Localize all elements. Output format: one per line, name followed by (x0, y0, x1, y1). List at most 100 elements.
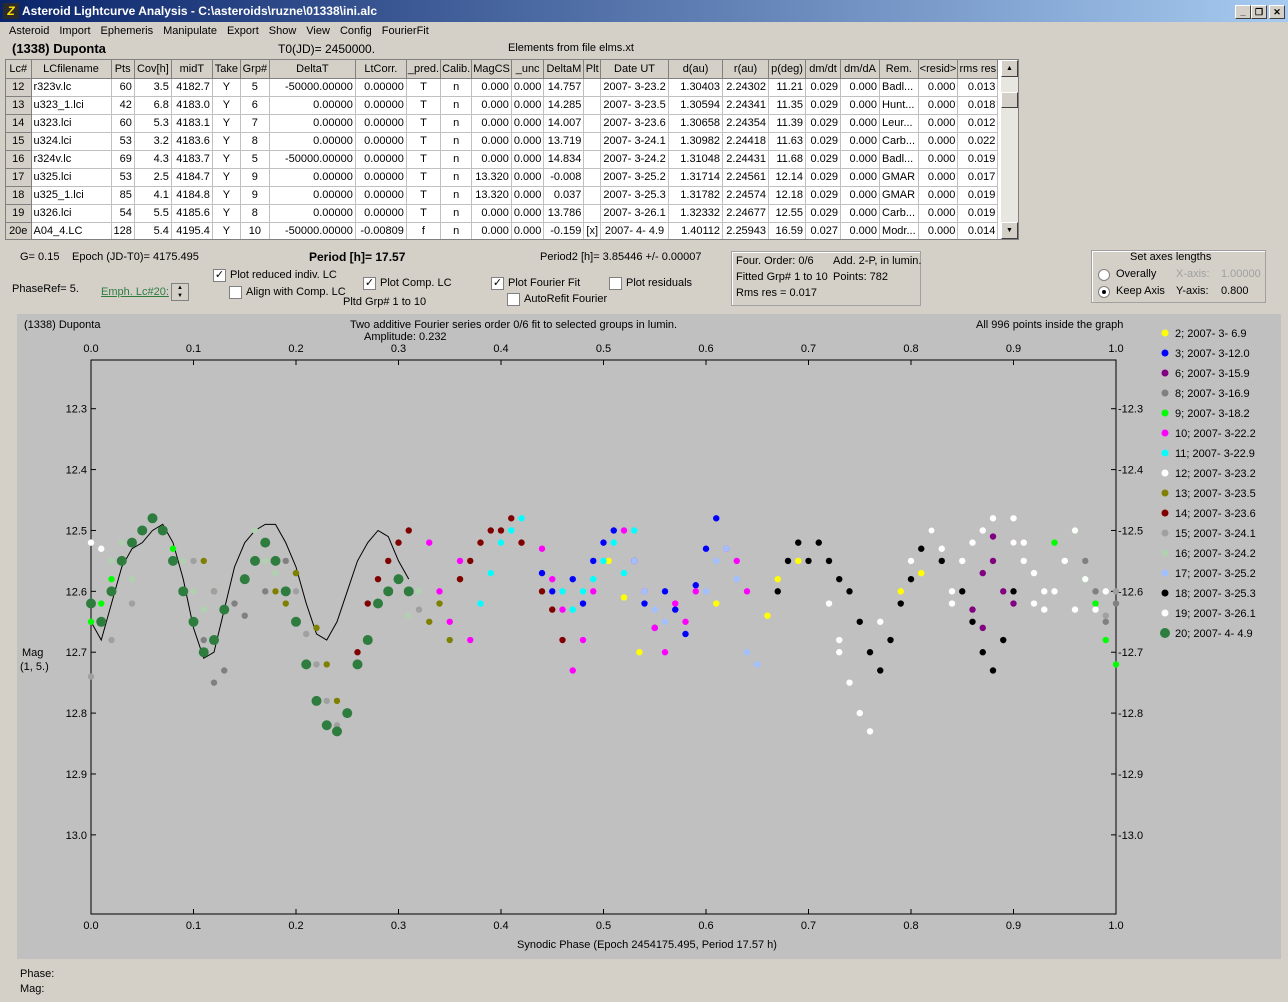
menu-ephemeris[interactable]: Ephemeris (100, 25, 154, 37)
table-cell[interactable]: 12 (6, 78, 32, 97)
table-cell[interactable]: 60 (111, 114, 135, 133)
table-cell[interactable]: 6 (240, 96, 270, 115)
table-cell[interactable]: T (406, 150, 442, 169)
table-cell[interactable]: 14 (6, 114, 32, 133)
column-header[interactable]: r(au) (722, 60, 770, 79)
table-cell[interactable]: n (440, 222, 473, 239)
table-cell[interactable]: T (406, 78, 442, 97)
table-cell[interactable]: 0.012 (957, 114, 999, 133)
table-cell[interactable]: 0.027 (805, 222, 842, 239)
scroll-thumb[interactable] (1001, 92, 1018, 108)
table-cell[interactable]: 2007- 3-26.1 (600, 204, 670, 223)
table-cell[interactable]: 0.00000 (355, 186, 407, 205)
table-cell[interactable]: 2.24431 (722, 150, 770, 169)
align-comp-checkbox[interactable] (229, 286, 242, 299)
table-cell[interactable]: 5.3 (134, 114, 172, 133)
table-cell[interactable]: 0.00000 (355, 132, 407, 151)
table-cell[interactable]: Hunt... (879, 96, 919, 115)
table-cell[interactable]: 11.68 (768, 150, 807, 169)
menu-asteroid[interactable]: Asteroid (9, 25, 50, 37)
table-cell[interactable]: u324.lci (31, 132, 112, 151)
table-cell[interactable]: 9 (240, 168, 270, 187)
table-cell[interactable]: 2007- 3-24.2 (600, 150, 670, 169)
column-header[interactable]: <resid> (918, 60, 959, 79)
restore-icon[interactable]: ❐ (1251, 5, 1267, 19)
table-cell[interactable]: 128 (111, 222, 135, 239)
table-cell[interactable]: 54 (111, 204, 135, 223)
lightcurve-table[interactable]: Lc# LCfilename Pts Cov[h] midT Take Grp# DeltaT… (5, 59, 1019, 240)
table-cell[interactable]: 60 (111, 78, 135, 97)
close-icon[interactable]: ✕ (1269, 5, 1285, 19)
table-cell[interactable]: 0.000 (840, 150, 881, 169)
table-cell[interactable]: Y (212, 78, 241, 97)
table-cell[interactable]: 0.00000 (269, 168, 356, 187)
table-cell[interactable]: 5.4 (134, 222, 172, 239)
menu-export[interactable]: Export (226, 25, 259, 37)
plot-fourier-checkbox[interactable]: ✓ (491, 277, 504, 290)
table-cell[interactable]: 1.30982 (668, 132, 724, 151)
table-cell[interactable]: 53 (111, 168, 135, 187)
table-cell[interactable]: 9 (240, 186, 270, 205)
table-cell[interactable]: Leur... (879, 114, 919, 133)
table-cell[interactable]: 0.000 (511, 114, 545, 133)
table-cell[interactable]: 0.000 (471, 132, 512, 151)
table-cell[interactable]: 20e (6, 222, 32, 239)
column-header[interactable]: Plt (583, 60, 602, 79)
table-cell[interactable]: 2.24302 (722, 78, 770, 97)
table-cell[interactable]: 0.000 (918, 222, 959, 239)
column-header[interactable]: LCfilename (31, 60, 112, 79)
table-cell[interactable]: Modr... (879, 222, 919, 239)
table-cell[interactable] (583, 204, 602, 223)
emph-spinner[interactable]: ▲ ▼ (171, 283, 189, 301)
table-cell[interactable]: 13 (6, 96, 32, 115)
table-cell[interactable]: T (406, 96, 442, 115)
table-cell[interactable]: 2.24677 (722, 204, 770, 223)
table-cell[interactable]: 0.00000 (355, 96, 407, 115)
table-cell[interactable]: 0.000 (511, 186, 545, 205)
table-cell[interactable]: 10 (240, 222, 270, 239)
table-cell[interactable]: Y (212, 168, 241, 187)
table-cell[interactable]: n (440, 78, 473, 97)
overally-radio[interactable] (1098, 269, 1110, 281)
table-cell[interactable]: 0.000 (511, 150, 545, 169)
table-cell[interactable]: 0.000 (918, 150, 959, 169)
table-cell[interactable]: 4183.1 (171, 114, 213, 133)
table-cell[interactable]: 14.007 (543, 114, 585, 133)
table-cell[interactable]: 0.029 (805, 186, 842, 205)
plot-canvas[interactable]: 0.0 0.0 0.1 0.1 0.2 0.2 0.3 0.3 0.4 0.4 0.5 0.5 0.6 0… (17, 314, 1281, 959)
table-cell[interactable]: 0.00000 (269, 96, 356, 115)
column-header[interactable]: Lc# (6, 60, 32, 79)
table-cell[interactable]: Badl... (879, 150, 919, 169)
table-cell[interactable]: 2.24341 (722, 96, 770, 115)
table-cell[interactable] (583, 150, 602, 169)
table-cell[interactable]: 16.59 (768, 222, 807, 239)
table-cell[interactable]: 0.000 (471, 204, 512, 223)
table-cell[interactable]: u325_1.lci (31, 186, 112, 205)
table-cell[interactable]: 0.029 (805, 96, 842, 115)
table-cell[interactable]: Y (212, 186, 241, 205)
table-cell[interactable]: 14.757 (543, 78, 585, 97)
table-cell[interactable]: 2007- 3-23.5 (600, 96, 670, 115)
table-cell[interactable]: 0.000 (511, 96, 545, 115)
table-cell[interactable]: 0.00000 (355, 204, 407, 223)
table-cell[interactable]: 0.00000 (355, 168, 407, 187)
table-cell[interactable]: 0.029 (805, 168, 842, 187)
table-cell[interactable]: 0.000 (471, 114, 512, 133)
table-cell[interactable]: f (406, 222, 442, 239)
column-header[interactable]: _unc (511, 60, 545, 79)
table-cell[interactable]: 0.019 (957, 186, 999, 205)
menu-manipulate[interactable]: Manipulate (163, 25, 217, 37)
table-cell[interactable]: Y (212, 132, 241, 151)
table-cell[interactable]: -0.00809 (355, 222, 407, 239)
column-header[interactable]: dm/dA (840, 60, 881, 79)
table-cell[interactable]: 7 (240, 114, 270, 133)
table-cell[interactable]: 1.31782 (668, 186, 724, 205)
table-cell[interactable]: Carb... (879, 132, 919, 151)
table-cell[interactable]: 4195.4 (171, 222, 213, 239)
table-cell[interactable]: u323_1.lci (31, 96, 112, 115)
table-cell[interactable]: r324v.lc (31, 150, 112, 169)
table-cell[interactable]: 13.320 (471, 186, 512, 205)
table-cell[interactable]: 0.000 (918, 132, 959, 151)
table-cell[interactable]: 0.000 (918, 78, 959, 97)
